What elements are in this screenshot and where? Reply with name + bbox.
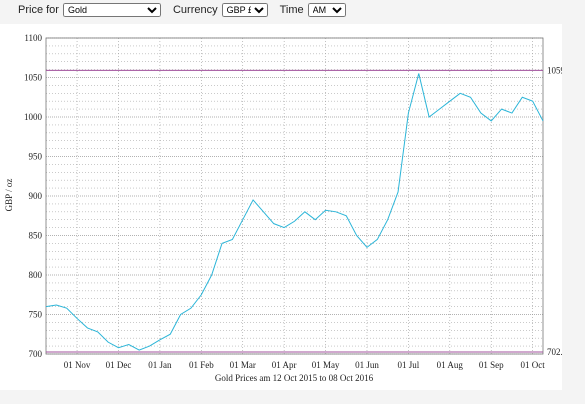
y-tick-label: 1100 [24, 33, 42, 43]
x-tick-label: 01 Aug [437, 360, 464, 370]
y-tick-label: 1050 [24, 73, 43, 83]
x-tick-label: 01 Apr [272, 360, 297, 370]
x-tick-label: 01 May [312, 360, 340, 370]
x-tick-label: 01 Mar [230, 360, 256, 370]
x-tick-label: 01 Dec [106, 360, 132, 370]
time-select[interactable]: AM [307, 3, 346, 17]
plot-frame [45, 37, 544, 355]
x-tick-label: 01 Oct [521, 360, 546, 370]
y-tick-label: 700 [29, 349, 43, 359]
label: Price for [18, 4, 59, 16]
y-tick-label: 900 [29, 191, 43, 201]
x-tick-label: 01 Feb [189, 360, 214, 370]
price-line [45, 73, 544, 351]
x-tick-label: 01 Jul [398, 360, 420, 370]
x-tick-label: 01 Jun [355, 360, 379, 370]
y-tick-label: 850 [29, 231, 43, 241]
x-tick-label: 01 Nov [64, 360, 91, 370]
y-tick-label: 750 [29, 310, 43, 320]
y-tick-label: 950 [29, 152, 43, 162]
chart-title: Gold Prices am 12 Oct 2015 to 08 Oct 201… [215, 373, 374, 383]
y-tick-label: 1000 [24, 112, 43, 122]
min-label: 702.6 [547, 347, 562, 357]
label: Time [279, 4, 304, 16]
chart: Gold Prices am 12 Oct 2015 to 08 Oct 201… [0, 24, 562, 390]
currency-select[interactable]: GBP £ [221, 3, 268, 17]
x-tick-label: 01 Sep [479, 360, 504, 370]
y-tick-label: 800 [29, 270, 43, 280]
y-axis-label: GBP / oz [4, 179, 14, 212]
x-tick-label: 01 Jan [148, 360, 172, 370]
max-label: 1059.01 [547, 65, 562, 75]
price-select[interactable]: Gold [62, 3, 161, 17]
label: Currency [172, 4, 218, 16]
toolbar: Price for Gold Currency GBP £ Time AM [0, 0, 585, 20]
